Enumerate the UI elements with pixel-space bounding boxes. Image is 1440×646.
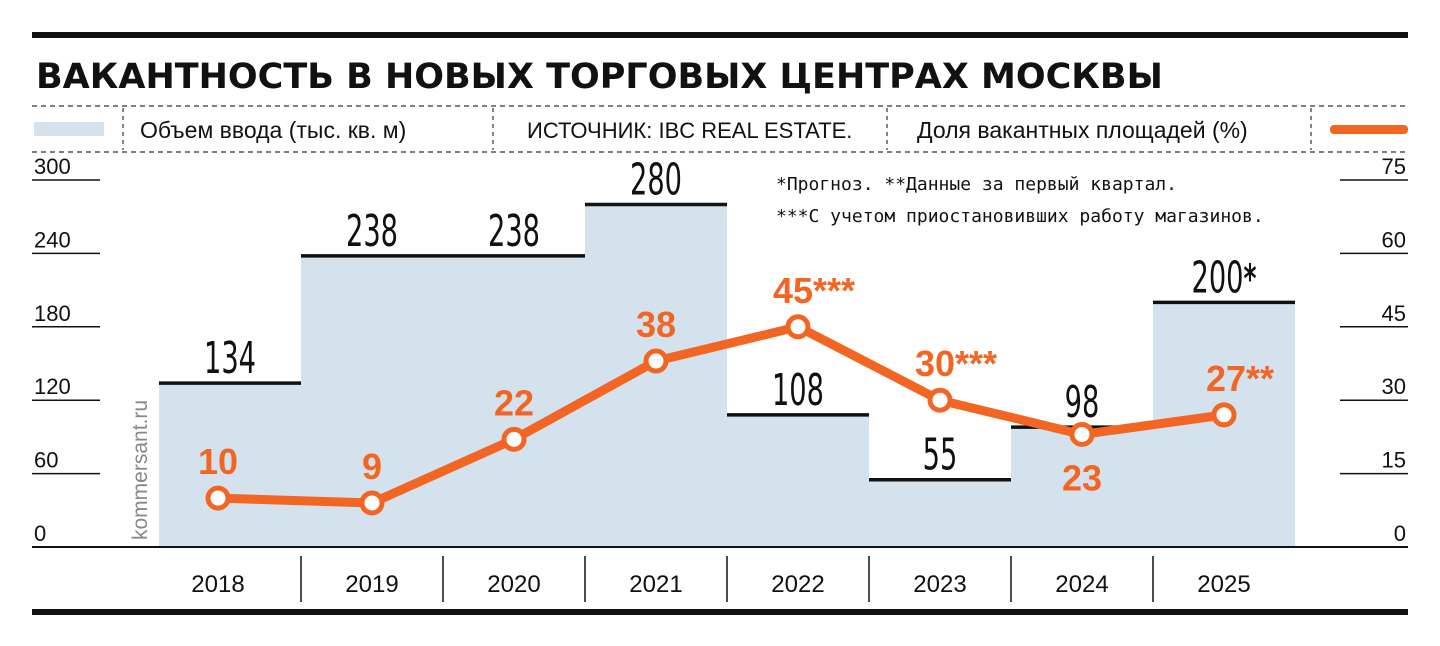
x-tick-label: 2023 <box>913 571 966 598</box>
legend-bar-swatch <box>34 122 104 136</box>
line-value-label: 9 <box>362 446 382 487</box>
right-tick-label: 60 <box>1382 227 1406 252</box>
right-tick-label: 45 <box>1382 301 1406 326</box>
x-tick-label: 2020 <box>487 571 540 598</box>
right-tick-label: 15 <box>1382 448 1406 473</box>
bar <box>1011 427 1153 547</box>
line-path <box>213 322 1229 508</box>
line-value-label: 45*** <box>773 270 855 311</box>
line-value-label: 10 <box>198 441 238 482</box>
source-label: ИСТОЧНИК: IBC REAL ESTATE. <box>527 118 852 143</box>
bar <box>585 204 727 547</box>
bar-value-label: 134 <box>204 332 256 384</box>
right-tick-label: 30 <box>1382 374 1406 399</box>
left-tick-label: 300 <box>34 154 71 179</box>
legend-bars-label: Объем ввода (тыс. кв. м) <box>140 117 406 143</box>
line-value-label: 22 <box>494 382 534 423</box>
line-value-label: 38 <box>636 304 676 345</box>
top-rule <box>32 32 1408 38</box>
x-tick-label: 2024 <box>1055 571 1108 598</box>
left-y-axis: 0 60 120 180 240 300 <box>32 154 100 548</box>
line-point <box>785 314 811 340</box>
legend-line-swatch <box>1330 125 1408 134</box>
line-point <box>359 490 385 516</box>
bar-value-label: 238 <box>488 205 540 257</box>
watermark: kommersant.ru <box>129 400 152 540</box>
footnote-line-1: *Прогноз. **Данные за первый квартал. <box>776 174 1177 195</box>
x-tick-label: 2018 <box>191 571 244 598</box>
x-tick-label: 2019 <box>345 571 398 598</box>
x-tick-label: 2022 <box>771 571 824 598</box>
bar-value-label: 108 <box>772 364 824 416</box>
left-tick-label: 0 <box>34 521 46 546</box>
footnote-line-2: ***С учетом приостановивших работу магаз… <box>776 206 1264 227</box>
chart-title: ВАКАНТНОСТЬ В НОВЫХ ТОРГОВЫХ ЦЕНТРАХ МОС… <box>36 57 1163 97</box>
x-tick-label: 2025 <box>1197 571 1250 598</box>
bar <box>727 414 869 547</box>
line-point <box>927 387 953 413</box>
line-labels: 10 9 22 38 45*** 30*** 23 27** <box>198 270 1274 499</box>
line-point <box>501 426 527 452</box>
line-value-label: 23 <box>1062 457 1102 498</box>
line-value-label: 30*** <box>915 343 997 384</box>
x-tick-label: 2021 <box>629 571 682 598</box>
line-point <box>643 348 669 374</box>
left-tick-label: 120 <box>34 374 71 399</box>
left-tick-label: 60 <box>34 448 58 473</box>
right-tick-label: 0 <box>1394 521 1406 546</box>
x-axis: 2018 2019 2020 2021 2022 2023 2024 2025 <box>191 556 1251 602</box>
line-point <box>205 485 231 511</box>
bar-value-label: 98 <box>1065 376 1100 428</box>
bar <box>869 479 1011 547</box>
bar-value-label: 200* <box>1191 251 1256 303</box>
bottom-rule <box>32 609 1408 615</box>
legend-line-label: Доля вакантных площадей (%) <box>917 117 1248 143</box>
bar <box>443 255 585 547</box>
bar-value-label: 280 <box>630 154 682 206</box>
line-series <box>205 314 1237 516</box>
right-y-axis: 0 15 30 45 60 75 <box>1340 154 1408 548</box>
line-point <box>1069 421 1095 447</box>
line-point <box>1211 402 1237 428</box>
bar-value-label: 238 <box>346 205 398 257</box>
bar <box>159 383 301 547</box>
right-tick-label: 75 <box>1382 154 1406 179</box>
bar-value-label: 55 <box>923 429 958 481</box>
legend: Объем ввода (тыс. кв. м) ИСТОЧНИК: IBC R… <box>32 105 1408 153</box>
left-tick-label: 240 <box>34 227 71 252</box>
bar-labels: 134 238 238 280 108 55 98 200* <box>204 154 1257 481</box>
bar-series <box>159 202 1295 547</box>
left-tick-label: 180 <box>34 301 71 326</box>
line-value-label: 27** <box>1206 358 1274 399</box>
